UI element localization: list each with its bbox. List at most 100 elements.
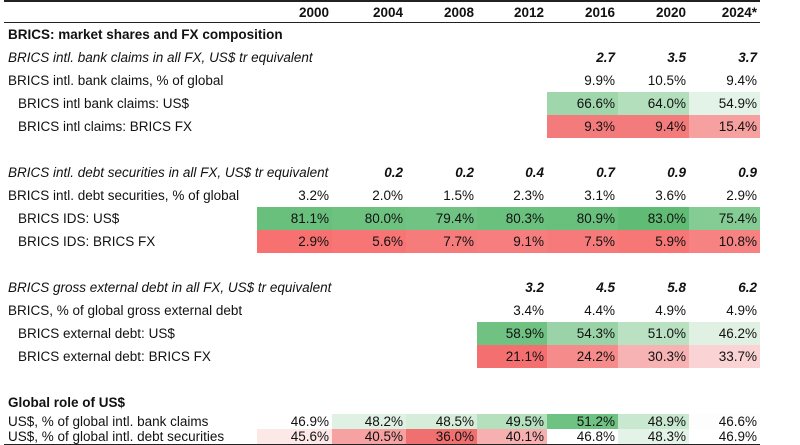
table-cell: 45.6% <box>257 429 332 445</box>
table-cell: 54.3% <box>547 322 618 345</box>
row-label: US$, % of global intl. debt securities <box>4 429 257 445</box>
table-cell <box>406 46 477 69</box>
table-cell <box>332 299 406 322</box>
table-cell <box>257 23 332 46</box>
table-cell: 3.7 <box>738 50 757 65</box>
table-cell <box>689 391 760 414</box>
table-cell <box>257 69 332 92</box>
table-cell: 51.0% <box>618 322 689 345</box>
section-title: Global role of US$ <box>8 395 126 410</box>
column-header: 2024* <box>689 0 760 23</box>
table-cell <box>332 253 406 276</box>
table-cell: 15.4% <box>689 115 760 138</box>
column-header: 2000 <box>257 0 332 23</box>
table-cell <box>406 69 477 92</box>
table-cell: 1.5% <box>443 188 474 203</box>
table-cell <box>406 345 477 368</box>
row-label <box>4 368 257 391</box>
table-cell: 48.9% <box>618 414 689 429</box>
table-cell <box>406 391 477 414</box>
table-cell <box>477 46 547 69</box>
table-cell <box>547 391 618 414</box>
row-label: BRICS intl. bank claims in all FX, US$ t… <box>8 50 313 65</box>
table-cell: 9.4% <box>726 73 757 88</box>
table-cell: 79.4% <box>406 207 477 230</box>
table-cell: 49.5% <box>477 414 547 429</box>
row-label <box>4 253 257 276</box>
table-cell: 64.0% <box>618 92 689 115</box>
column-header: 2020 <box>618 0 689 23</box>
table-cell: 9.3% <box>547 115 618 138</box>
table-cell: 0.4 <box>525 165 544 180</box>
table-cell <box>689 138 760 161</box>
table-cell <box>332 276 406 299</box>
table-cell: 0.9 <box>667 165 686 180</box>
table-cell: 36.0% <box>406 429 477 445</box>
table-cell: 81.1% <box>257 207 332 230</box>
table-cell <box>332 138 406 161</box>
table-cell <box>332 391 406 414</box>
table-cell: 2.3% <box>513 188 544 203</box>
table-cell <box>477 253 547 276</box>
table-cell <box>477 115 547 138</box>
table-cell: 75.4% <box>689 207 760 230</box>
row-label <box>4 138 257 161</box>
row-label: BRICS intl bank claims: US$ <box>18 96 190 111</box>
table-cell <box>406 23 477 46</box>
table-cell: 10.5% <box>647 73 686 88</box>
table-cell: 6.2 <box>738 280 757 295</box>
table-cell <box>477 92 547 115</box>
table-cell <box>406 322 477 345</box>
table-cell: 46.6% <box>689 414 760 429</box>
table-cell <box>257 253 332 276</box>
row-label: BRICS IDS: US$ <box>18 211 120 226</box>
header-corner <box>4 0 257 23</box>
table-cell: 10.8% <box>689 230 760 253</box>
table-cell: 4.4% <box>584 303 615 318</box>
table-cell: 4.5 <box>596 280 615 295</box>
table-cell: 4.9% <box>726 303 757 318</box>
table-cell <box>257 138 332 161</box>
table-cell: 0.7 <box>596 165 615 180</box>
row-label: US$, % of global intl. bank claims <box>8 414 209 429</box>
table-cell <box>257 92 332 115</box>
table-cell: 2.0% <box>372 188 403 203</box>
table-cell: 9.9% <box>584 73 615 88</box>
table-cell: 7.7% <box>406 230 477 253</box>
column-header: 2008 <box>406 0 477 23</box>
table-cell: 33.7% <box>689 345 760 368</box>
table-cell <box>257 299 332 322</box>
table-cell <box>257 276 332 299</box>
table-cell <box>257 115 332 138</box>
table-cell: 80.3% <box>477 207 547 230</box>
table-cell <box>257 345 332 368</box>
table-cell: 80.0% <box>332 207 406 230</box>
table-cell: 3.2% <box>298 188 329 203</box>
table-cell <box>477 138 547 161</box>
table-cell: 46.9% <box>689 429 760 445</box>
table-cell: 9.1% <box>477 230 547 253</box>
table-cell: 48.3% <box>618 429 689 445</box>
table-cell: 48.5% <box>406 414 477 429</box>
table-cell: 58.9% <box>477 322 547 345</box>
table-cell: 7.5% <box>547 230 618 253</box>
table-cell: 83.0% <box>618 207 689 230</box>
row-label: BRICS gross external debt in all FX, US$… <box>8 280 332 295</box>
table-cell: 66.6% <box>547 92 618 115</box>
table-cell <box>406 368 477 391</box>
column-header: 2004 <box>332 0 406 23</box>
table-cell: 40.1% <box>477 429 547 445</box>
table-cell: 3.5 <box>667 50 686 65</box>
table-cell: 3.1% <box>584 188 615 203</box>
table-cell <box>257 161 332 184</box>
table-cell <box>689 368 760 391</box>
table-cell: 51.2% <box>547 414 618 429</box>
table-cell <box>618 391 689 414</box>
table-cell <box>406 92 477 115</box>
table-cell <box>618 368 689 391</box>
table-cell: 3.4% <box>513 303 544 318</box>
table-cell: 2.9% <box>726 188 757 203</box>
table-cell: 80.9% <box>547 207 618 230</box>
table-cell <box>689 253 760 276</box>
table-cell: 46.9% <box>257 414 332 429</box>
